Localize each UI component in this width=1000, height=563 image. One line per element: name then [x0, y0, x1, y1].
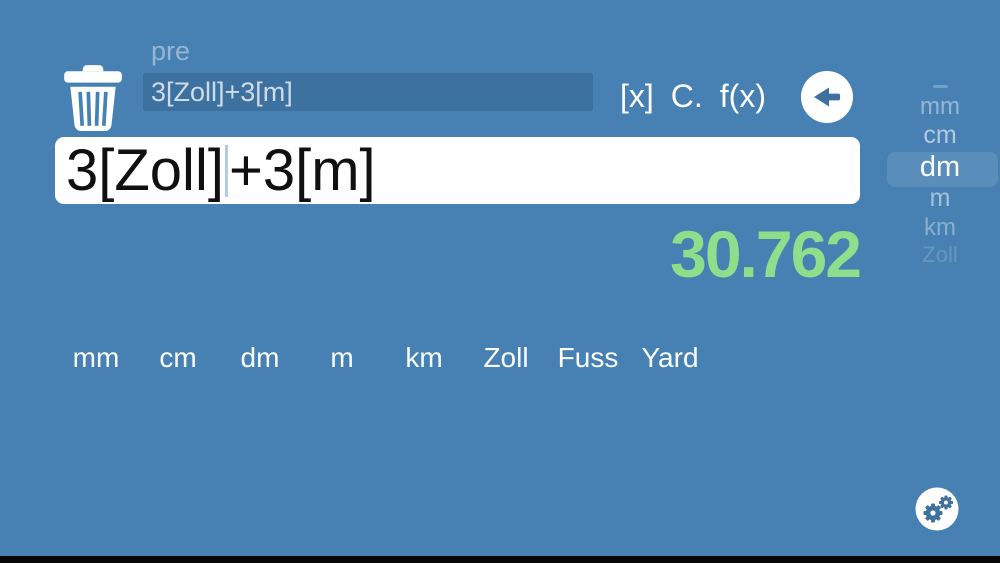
unit-button-fuss[interactable]: Fuss: [557, 342, 619, 373]
clear-history-button[interactable]: [58, 62, 128, 132]
trash-icon: [58, 65, 128, 135]
bottom-letterbox: [0, 556, 1000, 563]
gears-icon: [915, 487, 959, 534]
unit-button-cm[interactable]: cm: [159, 342, 197, 373]
result-value: 30.762: [670, 217, 862, 291]
clear-button[interactable]: C.: [670, 78, 703, 114]
wheel-item-zoll[interactable]: Zoll: [922, 242, 958, 266]
unit-wheel[interactable]: mm cm dm m km Zoll: [880, 80, 1000, 266]
wheel-item-mm[interactable]: mm: [920, 93, 960, 120]
unit-buttons-row: mm cm dm m km Zoll Fuss Yard: [55, 341, 711, 375]
insert-brackets-button[interactable]: [x]: [620, 78, 654, 114]
history-list: pre 3[Zoll]+3[m]: [143, 46, 593, 111]
back-arrow-icon: [800, 71, 854, 127]
expression-after-cursor: +3[m]: [228, 138, 376, 203]
wheel-selection-band: [887, 152, 998, 187]
wheel-item-m[interactable]: m: [929, 184, 951, 212]
wheel-item-dm-selected[interactable]: dm: [919, 151, 961, 183]
function-button[interactable]: f(x): [719, 78, 766, 114]
wheel-item-km[interactable]: km: [924, 214, 956, 241]
unit-button-km[interactable]: km: [405, 342, 443, 373]
wheel-clipped-item: [932, 85, 948, 88]
unit-button-yard[interactable]: Yard: [641, 342, 699, 373]
history-entry-clipped[interactable]: pre: [143, 46, 593, 72]
text-cursor: [224, 144, 228, 197]
expression-input[interactable]: 3[Zoll] +3[m]: [55, 137, 860, 204]
unit-button-m[interactable]: m: [330, 342, 354, 373]
history-entry[interactable]: 3[Zoll]+3[m]: [143, 73, 593, 111]
history-entry-clipped-text: pre: [151, 46, 191, 66]
toolbar: [x] C. f(x): [620, 74, 766, 118]
unit-button-dm[interactable]: dm: [240, 342, 280, 373]
expression-before-cursor: 3[Zoll]: [66, 138, 224, 203]
unit-button-zoll[interactable]: Zoll: [483, 342, 529, 373]
history-entry-text: 3[Zoll]+3[m]: [151, 76, 293, 107]
backspace-button[interactable]: [800, 70, 854, 124]
settings-button[interactable]: [915, 487, 959, 531]
wheel-item-cm[interactable]: cm: [923, 121, 957, 149]
unit-button-mm[interactable]: mm: [72, 342, 120, 373]
